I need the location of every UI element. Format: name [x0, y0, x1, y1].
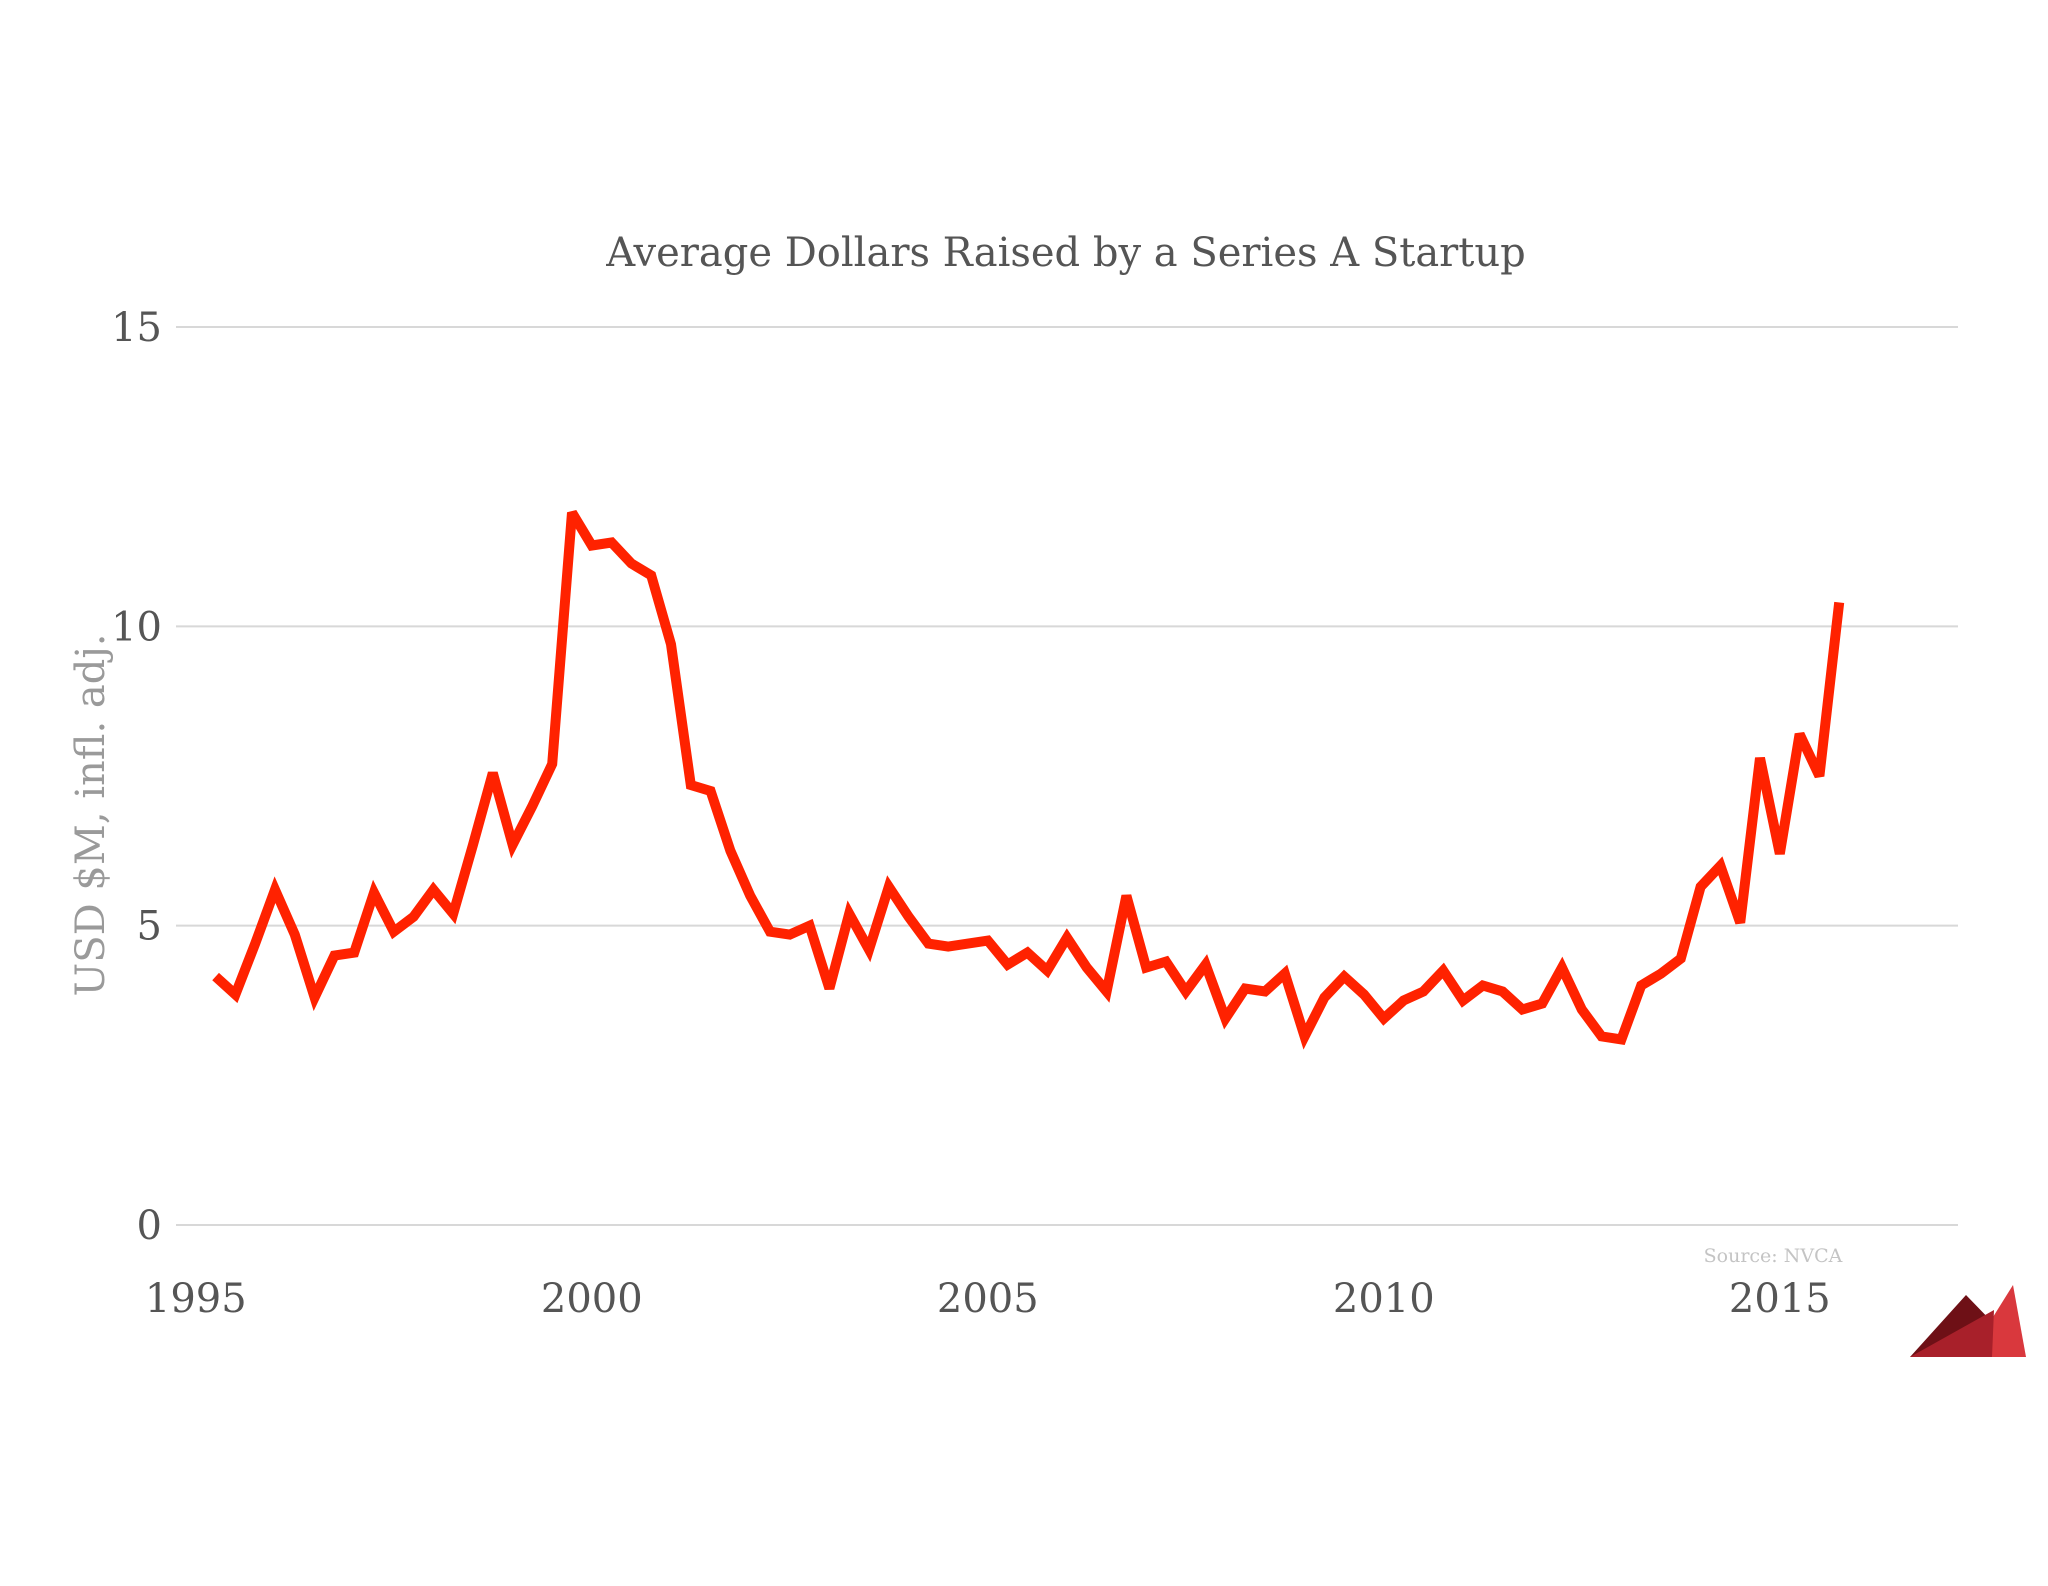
x-axis-ticks: 1995 2000 2005 2010 2015 — [145, 1276, 1831, 1322]
y-tick-label: 10 — [111, 604, 162, 650]
source-note: Source: NVCA — [1704, 1245, 1843, 1267]
logo-triangle-front — [1910, 1310, 1994, 1357]
brand-logo — [1910, 1285, 2026, 1357]
series-group — [212, 510, 1845, 1050]
y-tick-label: 5 — [137, 904, 162, 950]
y-axis-label: USD $M, infl. adj. — [68, 634, 114, 997]
y-axis-ticks: 0 5 10 15 — [111, 305, 162, 1249]
x-tick-label: 1995 — [145, 1276, 247, 1322]
x-tick-label: 2000 — [541, 1276, 643, 1322]
x-tick-label: 2010 — [1333, 1276, 1435, 1322]
gridlines — [176, 326, 1958, 1226]
x-tick-label: 2015 — [1729, 1276, 1831, 1322]
chart-title: Average Dollars Raised by a Series A Sta… — [605, 230, 1526, 276]
x-tick-label: 2005 — [937, 1276, 1039, 1322]
series-line-0 — [212, 510, 1845, 1050]
y-tick-label: 0 — [137, 1203, 162, 1249]
y-tick-label: 15 — [111, 305, 162, 351]
